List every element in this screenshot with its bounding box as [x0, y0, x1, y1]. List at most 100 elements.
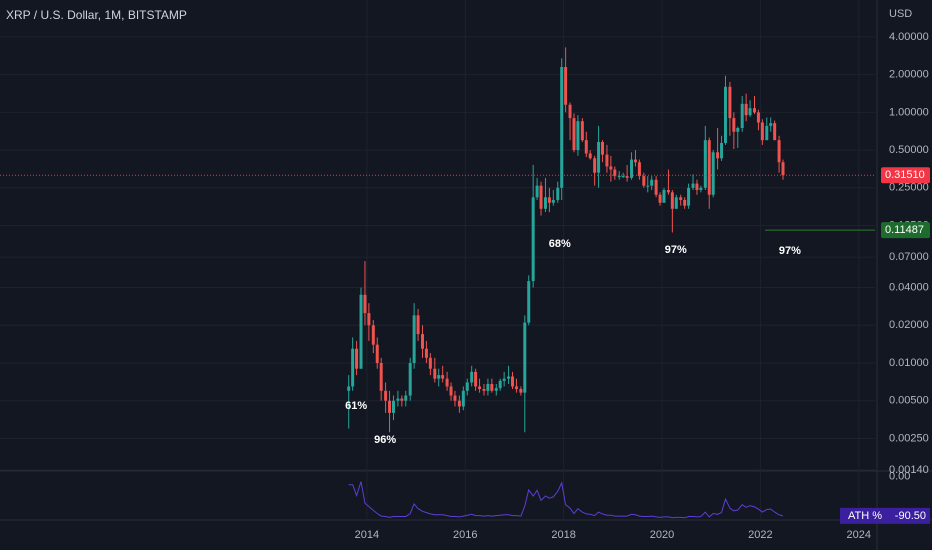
candle-body	[683, 199, 687, 206]
price-label-box	[881, 167, 930, 184]
candle-body	[769, 123, 773, 126]
candle-body	[630, 159, 634, 178]
y-tick-label: 0.01000	[889, 357, 929, 369]
candle-body	[400, 398, 404, 401]
candle-body	[695, 183, 699, 191]
candle-body	[728, 86, 732, 119]
y-tick-label: 0.50000	[889, 144, 929, 156]
candle-body	[650, 179, 654, 186]
candle-body	[621, 176, 625, 178]
candle-body	[633, 159, 637, 163]
candle-body	[760, 122, 764, 141]
candle-body	[445, 378, 449, 387]
indicator-label-box	[840, 507, 930, 524]
candle-body	[609, 166, 613, 170]
indicator-name: ATH %	[848, 510, 882, 522]
candle-body	[703, 140, 707, 188]
candle-body	[359, 294, 363, 369]
candle-body	[519, 389, 523, 393]
candle-body	[687, 187, 691, 206]
y-tick-label: 0.07000	[889, 251, 929, 263]
chart-title: XRP / U.S. Dollar, 1M, BITSTAMP	[6, 8, 187, 22]
candle-body	[347, 386, 351, 391]
currency: USD	[889, 8, 912, 20]
candle-body	[490, 383, 494, 391]
candle-body	[511, 376, 515, 387]
candle-body	[379, 362, 383, 391]
candle-body	[367, 313, 371, 326]
candle-body	[666, 190, 670, 193]
candle-body	[514, 386, 518, 390]
x-tick-label: 2018	[551, 529, 575, 541]
x-tick-label: 2020	[650, 529, 674, 541]
candle-body	[453, 395, 457, 401]
candle-body	[588, 153, 592, 159]
candle-body	[642, 176, 646, 186]
candle-body	[474, 371, 478, 387]
y-tick-label: 0.04000	[889, 281, 929, 293]
candle-body	[531, 197, 535, 282]
x-tick-label: 2022	[748, 529, 772, 541]
y-tick-label: 0.00500	[889, 395, 929, 407]
candle-body	[691, 183, 695, 188]
candle-body	[580, 121, 584, 141]
candle-body	[523, 322, 527, 393]
candle-body	[457, 400, 461, 407]
candle-body	[777, 140, 781, 163]
candle-body	[576, 121, 580, 151]
candle-body	[720, 142, 724, 159]
candle-body	[765, 125, 769, 141]
candle-body	[584, 140, 588, 154]
candle-body	[465, 382, 469, 391]
candle-body	[428, 357, 432, 369]
x-tick-label: 2014	[355, 529, 379, 541]
candle-body	[654, 179, 658, 195]
candle-body	[449, 386, 453, 396]
indicator-value: -90.50	[895, 510, 926, 522]
x-tick-label: 2024	[847, 529, 871, 541]
candle-body	[535, 185, 539, 198]
x-tick-label: 2016	[453, 529, 477, 541]
candle-body	[486, 383, 490, 391]
candle-body	[679, 197, 683, 200]
candle-body	[716, 152, 720, 159]
price-label: 0.11487	[885, 224, 924, 236]
candle-body	[543, 197, 547, 209]
candle-body	[658, 194, 662, 203]
candle-body	[597, 141, 601, 173]
candle-body	[752, 108, 756, 113]
candle-body	[507, 376, 511, 379]
candle-body	[593, 158, 597, 173]
candle-body	[707, 140, 711, 195]
candle-body	[732, 118, 736, 132]
candle-body	[527, 281, 531, 323]
candle-body	[391, 400, 395, 413]
candle-body	[674, 197, 678, 209]
candle-body	[773, 123, 777, 141]
candle-body	[572, 118, 576, 151]
candle-body	[744, 103, 748, 116]
candle-body	[412, 315, 416, 363]
candle-body	[547, 197, 551, 203]
y-tick-label: 4.00000	[889, 31, 929, 43]
price-label: 0.31510	[885, 169, 925, 181]
candle-body	[371, 325, 375, 345]
annotation: 96%	[374, 434, 396, 446]
candle-body	[388, 400, 392, 413]
candle-body	[494, 388, 498, 391]
y-tick-label: 0.00250	[889, 432, 929, 444]
candle-body	[539, 185, 543, 209]
candle-body	[601, 141, 605, 155]
candle-body	[355, 348, 359, 369]
candle-body	[748, 108, 752, 116]
candle-body	[781, 162, 785, 176]
candle-body	[637, 162, 641, 177]
candle-body	[613, 169, 617, 177]
candle-body	[551, 199, 555, 203]
candle-body	[560, 67, 564, 188]
candle-body	[740, 103, 744, 129]
y-tick-label: 1.00000	[889, 106, 929, 118]
candle-body	[351, 348, 355, 387]
